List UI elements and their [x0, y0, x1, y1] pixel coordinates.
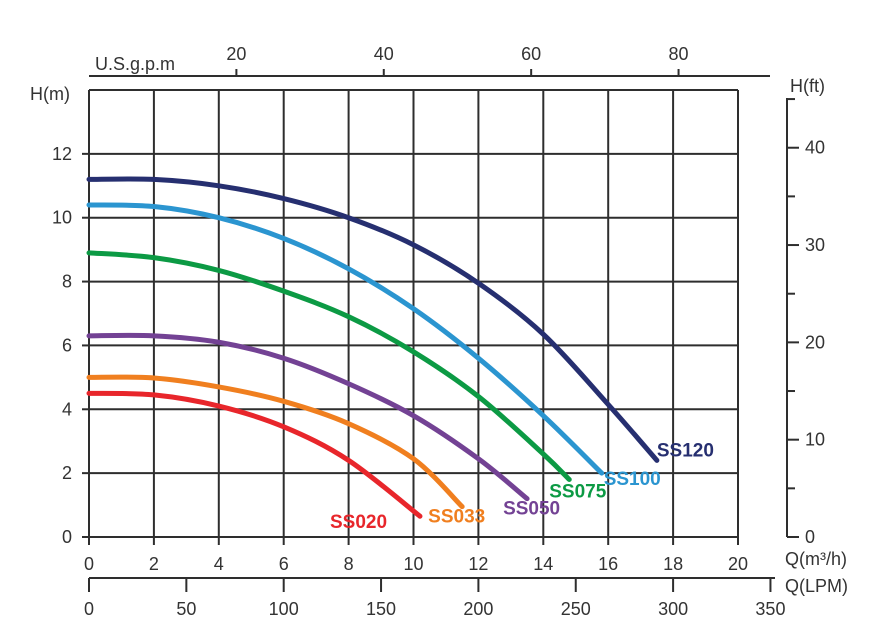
x-tick-label: 8: [344, 554, 354, 574]
series-label-ss033: SS033: [428, 507, 485, 528]
usgpm-tick-label: 20: [226, 44, 246, 64]
y-tick-label: 0: [62, 527, 72, 547]
lpm-tick-label: 0: [84, 599, 94, 619]
curves: [86, 176, 660, 519]
series-label-ss100: SS100: [604, 469, 661, 490]
x-tick-label: 2: [149, 554, 159, 574]
x-tick-label: 16: [598, 554, 618, 574]
x-tick-label: 14: [533, 554, 553, 574]
x-tick-label: 18: [663, 554, 683, 574]
x-tick-label: 0: [84, 554, 94, 574]
ft-tick-label: 40: [805, 138, 825, 158]
x-tick-label: 6: [279, 554, 289, 574]
curve-ss100: [86, 202, 605, 476]
usgpm-tick-label: 60: [521, 44, 541, 64]
curve-ss033: [86, 374, 465, 510]
x-tick-label: 12: [468, 554, 488, 574]
ft-tick-label: 10: [805, 430, 825, 450]
y-tick-label: 2: [62, 463, 72, 483]
ft-tick-label: 30: [805, 235, 825, 255]
y-axis-label-left: H(m): [30, 84, 70, 104]
x-axis-label-usgpm: U.S.g.p.m: [95, 54, 175, 74]
lpm-tick-label: 50: [176, 599, 196, 619]
ft-tick-label: 20: [805, 332, 825, 352]
series-label-ss050: SS050: [503, 499, 560, 520]
series-label-ss120: SS120: [657, 440, 714, 461]
ft-tick-label: 0: [805, 527, 815, 547]
y-tick-label: 10: [52, 208, 72, 228]
y-axis-label-right: H(ft): [790, 76, 825, 96]
series-label-ss075: SS075: [549, 482, 606, 503]
y-tick-label: 8: [62, 272, 72, 292]
curve-ss020: [86, 390, 423, 519]
lpm-tick-label: 150: [366, 599, 396, 619]
curve-ss075: [86, 250, 572, 483]
curve-ss120: [86, 176, 660, 463]
grid: [88, 89, 739, 538]
lpm-tick-label: 300: [658, 599, 688, 619]
lpm-tick-label: 250: [561, 599, 591, 619]
y-tick-label: 4: [62, 399, 72, 419]
y-tick-label: 12: [52, 144, 72, 164]
lpm-tick-label: 350: [755, 599, 785, 619]
x-axis-label-lpm: Q(LPM): [785, 576, 848, 596]
x-tick-label: 4: [214, 554, 224, 574]
y-tick-label: 6: [62, 335, 72, 355]
x-axis-label-m3h: Q(m³/h): [785, 549, 847, 569]
usgpm-tick-label: 80: [669, 44, 689, 64]
series-label-ss020: SS020: [330, 512, 387, 533]
curve-ss050: [86, 332, 530, 502]
x-tick-label: 10: [403, 554, 423, 574]
lpm-tick-label: 200: [463, 599, 493, 619]
lpm-tick-label: 100: [269, 599, 299, 619]
x-tick-label: 20: [728, 554, 748, 574]
usgpm-tick-label: 40: [374, 44, 394, 64]
